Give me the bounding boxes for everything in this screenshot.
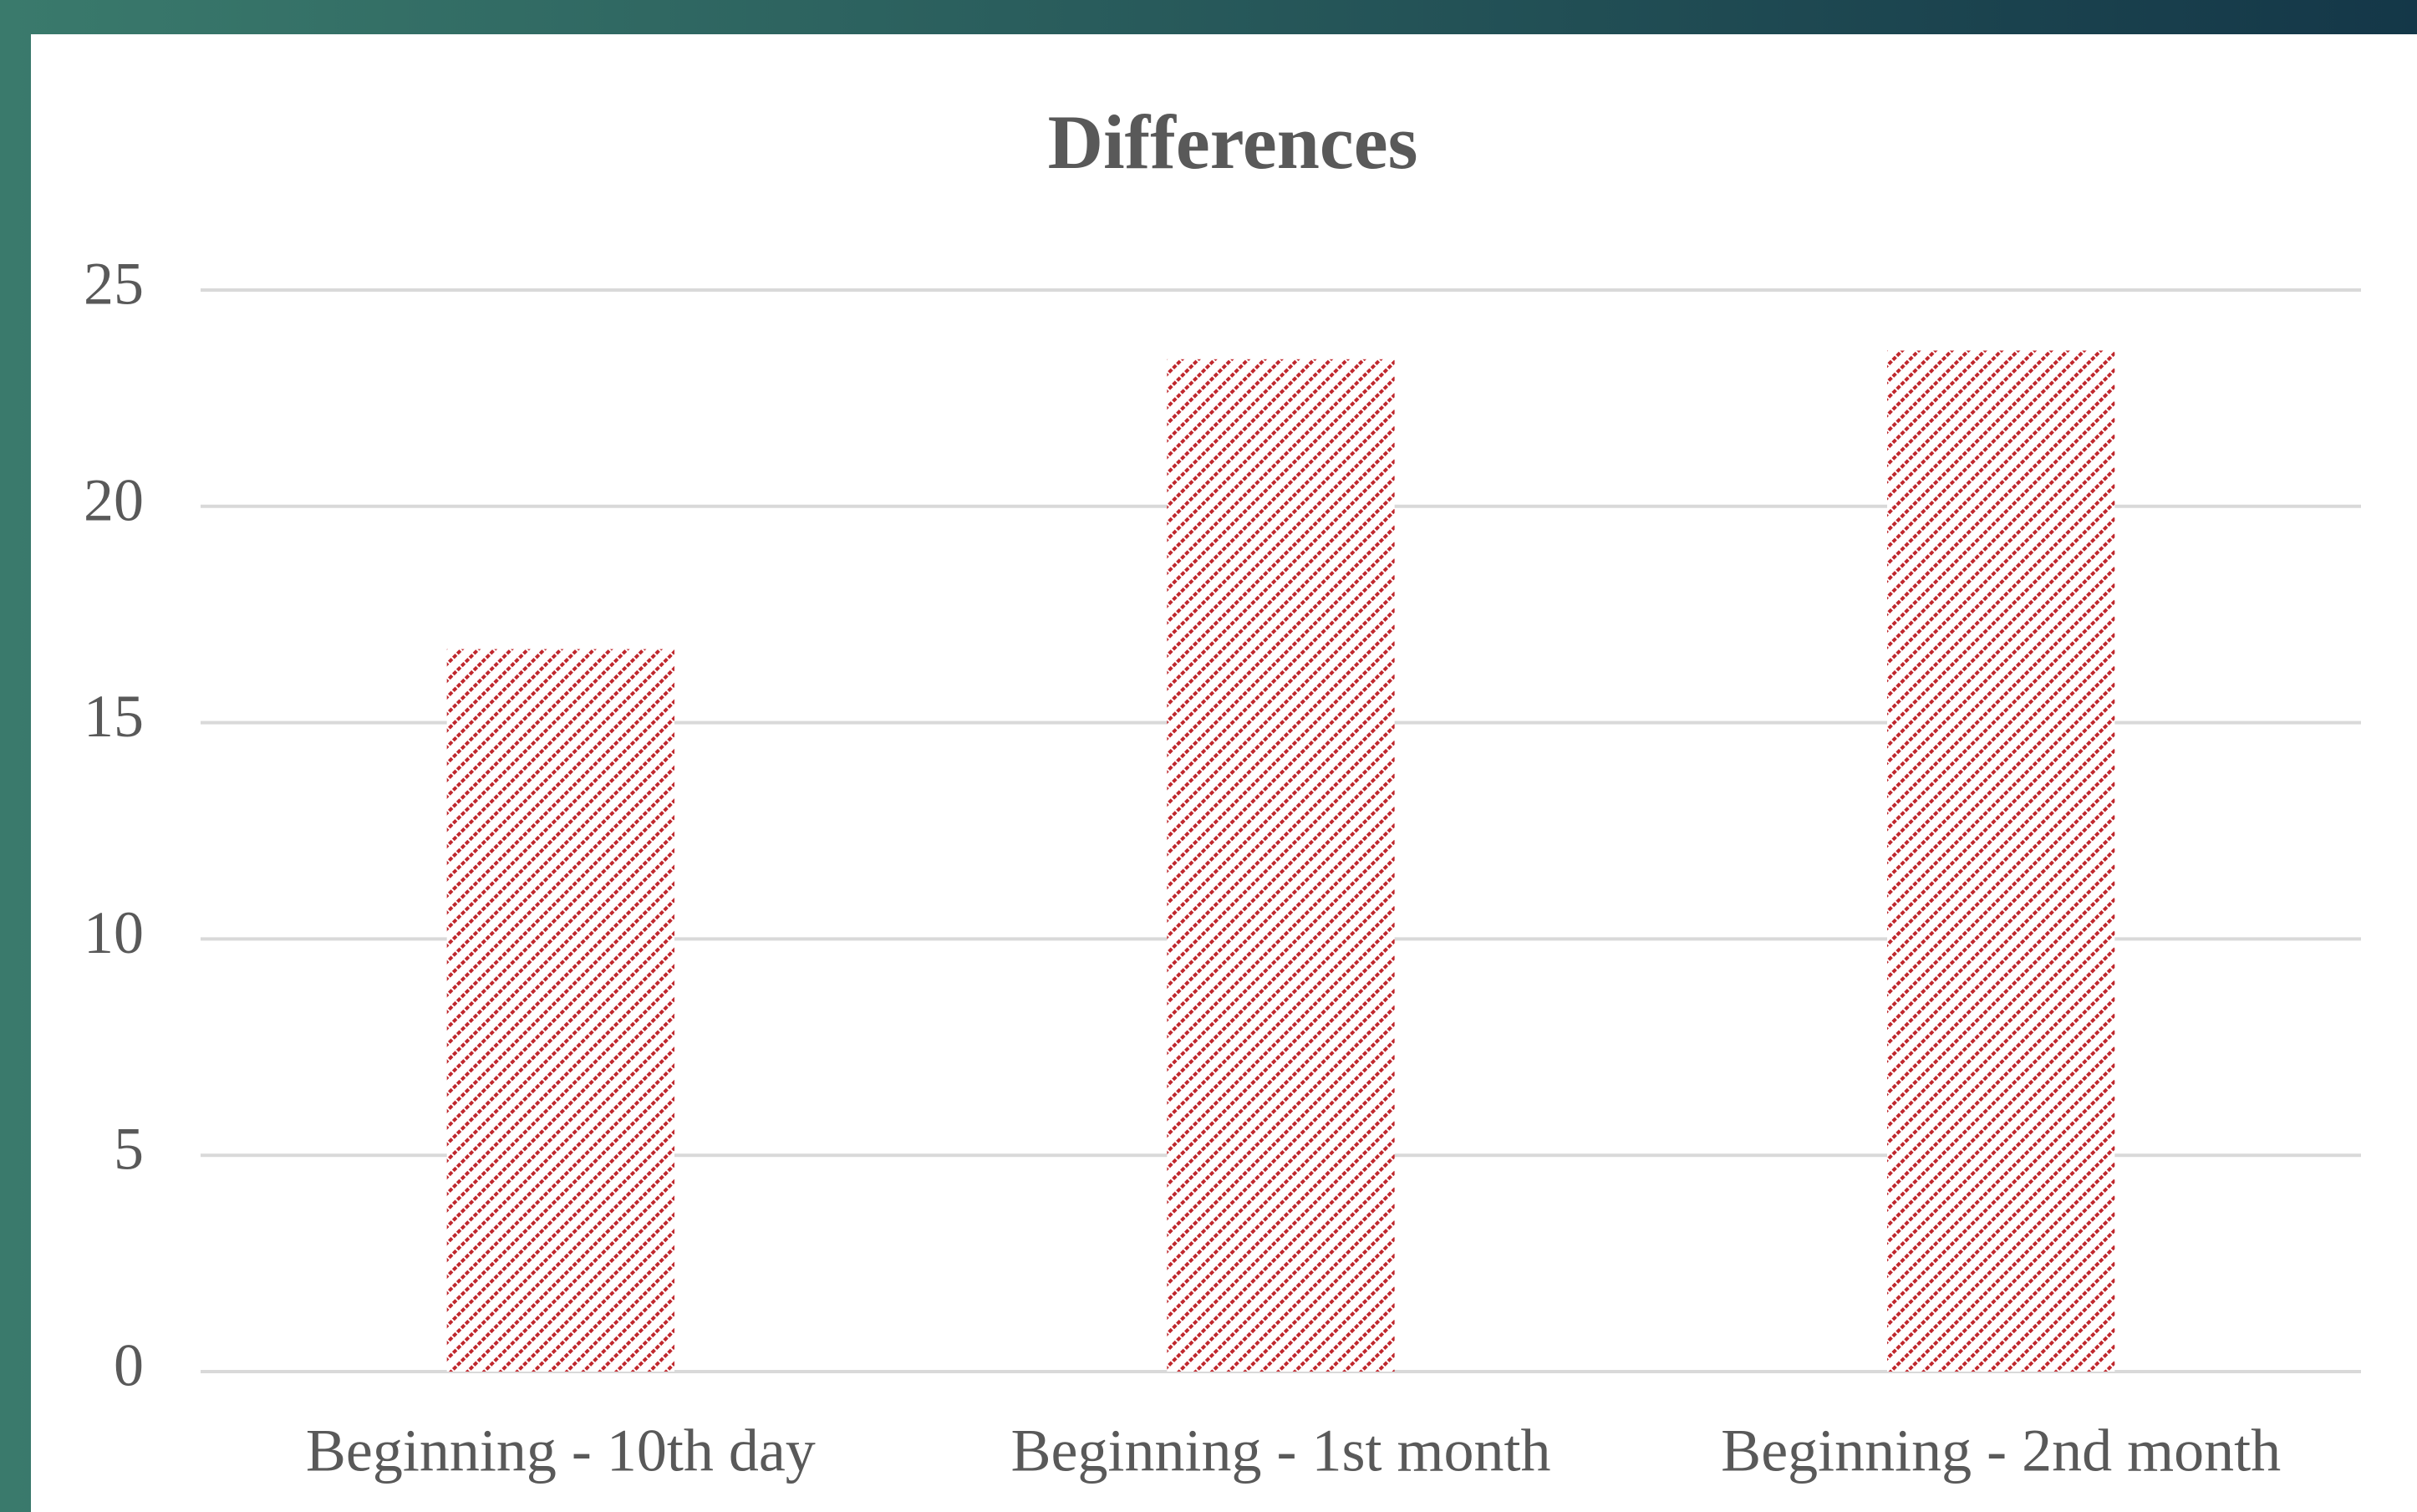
x-tick-label: Beginning - 2nd month xyxy=(1721,1418,2281,1484)
bar xyxy=(446,649,674,1372)
bar xyxy=(1887,350,2115,1372)
y-tick-label: 0 xyxy=(114,1332,144,1399)
y-tick-label: 10 xyxy=(84,899,144,966)
chart-title: Differences xyxy=(1048,99,1418,185)
x-tick-label: Beginning - 1st month xyxy=(1011,1418,1551,1484)
y-tick-label: 5 xyxy=(114,1116,144,1183)
y-tick-label: 20 xyxy=(84,466,144,533)
bar xyxy=(1167,359,1395,1372)
y-tick-label: 25 xyxy=(84,251,144,318)
x-tick-label: Beginning - 10th day xyxy=(306,1418,816,1484)
y-tick-label: 15 xyxy=(84,683,144,750)
